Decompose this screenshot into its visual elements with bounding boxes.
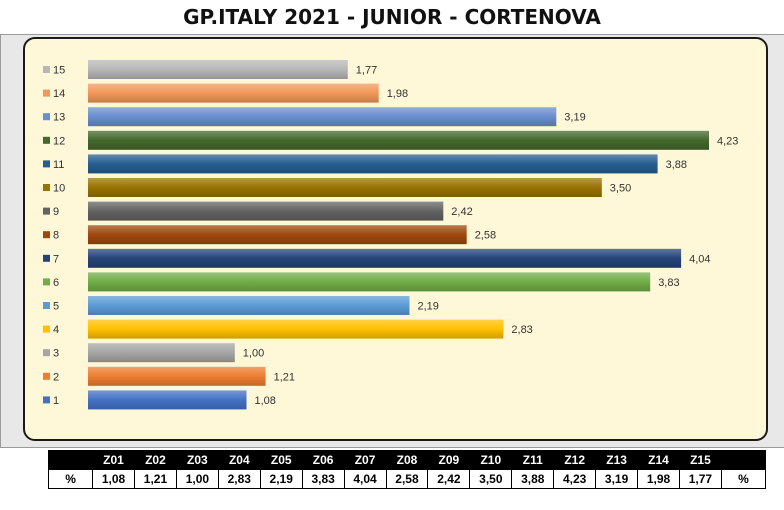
legend-marker-3 [43,349,50,357]
value-cell: % [47,469,94,489]
header-cell: Z13 [595,450,639,470]
value-cell: 1,21 [133,469,177,489]
legend-marker-15 [43,66,50,73]
chart-title: GP.ITALY 2021 - JUNIOR - CORTENOVA [0,0,784,34]
bar-4 [88,319,504,339]
bar-1 [88,390,247,410]
table-header-row: Z01 Z02 Z03 Z04 Z05 Z06 Z07 Z08 Z09 Z10 Z11 Z12 Z13 Z… [47,450,767,470]
category-label-7: 7 [53,253,59,265]
category-label-4: 4 [53,324,59,336]
legend-marker-8 [43,231,50,239]
legend-marker-4 [43,325,50,333]
legend-marker-6 [43,278,50,286]
value-cell: 2,19 [259,469,303,489]
category-label-5: 5 [53,301,59,313]
category-label-15: 15 [53,65,65,77]
value-cell: 4,23 [553,469,597,489]
bar-8 [88,225,467,245]
category-label-8: 8 [53,230,59,242]
value-cell: 1,98 [637,469,680,489]
value-label-15: 1,77 [356,65,377,77]
value-cell: 3,19 [595,469,639,489]
value-label-12: 4,23 [717,135,738,147]
header-cell: Z10 [469,450,513,470]
category-label-2: 2 [53,371,59,383]
value-label-14: 1,98 [387,88,408,100]
legend-marker-14 [43,89,50,97]
header-cell [720,450,767,470]
value-cell: 1,08 [92,469,135,489]
category-label-3: 3 [53,348,59,360]
header-cell: Z12 [553,450,597,470]
category-label-6: 6 [53,277,59,289]
bar-13 [88,107,557,127]
value-label-13: 3,19 [564,112,585,124]
legend-marker-5 [43,302,50,309]
value-label-1: 1,08 [255,395,276,407]
header-cell: Z03 [175,450,219,470]
category-label-14: 14 [53,88,65,100]
legend-marker-10 [43,184,50,191]
data-table: Z01 Z02 Z03 Z04 Z05 Z06 Z07 Z08 Z09 Z10 Z11 Z12 Z13 Z… [47,450,767,489]
value-cell: 2,83 [217,469,261,489]
category-label-10: 10 [53,183,65,195]
category-label-9: 9 [53,206,59,218]
header-cell: Z02 [133,450,177,470]
header-cell: Z06 [301,450,345,470]
legend-marker-2 [43,372,50,380]
value-label-5: 2,19 [418,301,439,313]
legend-marker-13 [43,113,50,121]
value-label-2: 1,21 [274,371,295,383]
value-cell: 1,00 [175,469,219,489]
category-label-11: 11 [53,159,64,171]
header-cell: Z04 [217,450,261,470]
bar-10 [88,178,602,197]
bar-6 [88,272,651,292]
header-cell: Z11 [511,450,555,470]
header-cell: Z08 [385,450,429,470]
header-cell: Z15 [678,450,722,470]
value-label-9: 2,42 [451,206,472,218]
category-label-12: 12 [53,135,65,147]
header-cell: Z14 [637,450,680,470]
value-cell: 2,42 [427,469,471,489]
bar-12 [88,130,709,150]
table-values-row: % 1,08 1,21 1,00 2,83 2,19 3,83 4,04 2,58 2,42 3,5… [47,469,767,489]
value-cell: % [720,469,767,489]
bar-9 [88,201,444,221]
header-cell: Z05 [259,450,303,470]
header-cell: Z01 [92,450,135,470]
category-label-13: 13 [53,112,65,124]
legend-marker-9 [43,207,50,215]
value-label-7: 4,04 [689,253,710,265]
value-cell: 3,88 [511,469,555,489]
value-label-6: 3,83 [658,277,679,289]
legend-marker-7 [43,254,50,262]
legend-marker-12 [43,136,50,144]
legend-marker-11 [43,160,50,168]
bar-chart: 1,77151,98143,19134,23123,88113,50102,42… [43,60,738,410]
value-cell: 2,58 [385,469,429,489]
value-cell: 1,77 [678,469,722,489]
value-label-11: 3,88 [666,159,687,171]
value-label-4: 2,83 [511,324,532,336]
bar-11 [88,154,658,174]
header-cell: Z09 [427,450,471,470]
legend-marker-1 [43,396,50,404]
bar-5 [88,296,410,315]
bar-3 [88,343,235,363]
header-cell [47,450,94,470]
bar-15 [88,60,348,79]
bar-7 [88,248,682,268]
header-cell: Z07 [343,450,387,470]
bar-14 [88,83,379,103]
value-cell: 3,83 [301,469,345,489]
value-label-3: 1,00 [243,348,264,360]
category-label-1: 1 [53,395,59,407]
value-cell: 4,04 [343,469,387,489]
bar-2 [88,366,266,386]
value-cell: 3,50 [469,469,513,489]
value-label-8: 2,58 [475,230,496,242]
value-label-10: 3,50 [610,183,631,195]
